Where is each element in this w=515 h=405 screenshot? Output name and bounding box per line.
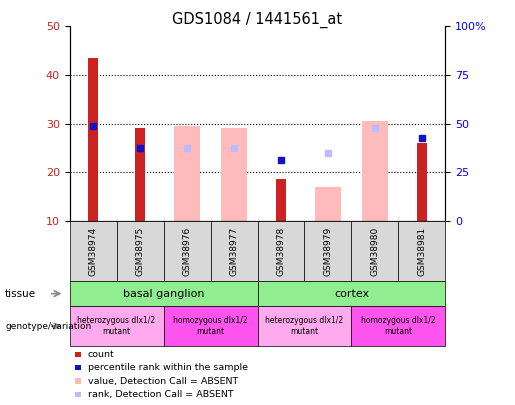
Bar (116, 221, 164, 281)
Bar (276, 179, 286, 221)
Bar (174, 126, 200, 221)
Text: homozygous dlx1/2
mutant: homozygous dlx1/2 mutant (361, 316, 436, 336)
Bar (315, 187, 341, 221)
Bar (70, 281, 258, 306)
Text: basal ganglion: basal ganglion (123, 289, 204, 298)
Text: GSM38976: GSM38976 (182, 226, 192, 276)
Text: percentile rank within the sample: percentile rank within the sample (88, 363, 248, 372)
Bar (417, 143, 427, 221)
Text: GSM38981: GSM38981 (418, 226, 426, 276)
Text: heterozygous dlx1/2
mutant: heterozygous dlx1/2 mutant (77, 316, 156, 336)
Text: value, Detection Call = ABSENT: value, Detection Call = ABSENT (88, 377, 238, 386)
Bar (70, 221, 116, 281)
Text: count: count (88, 350, 114, 359)
Bar (362, 121, 388, 221)
Text: GSM38980: GSM38980 (370, 226, 380, 276)
Bar (258, 281, 445, 306)
Text: genotype/variation: genotype/variation (5, 322, 91, 330)
Bar (70, 306, 164, 346)
Text: GDS1084 / 1441561_at: GDS1084 / 1441561_at (173, 12, 342, 28)
Bar (399, 221, 445, 281)
Text: GSM38979: GSM38979 (323, 226, 333, 276)
Bar (75, 392, 81, 397)
Bar (211, 221, 258, 281)
Text: rank, Detection Call = ABSENT: rank, Detection Call = ABSENT (88, 390, 233, 399)
Bar (352, 306, 445, 346)
Text: GSM38974: GSM38974 (89, 226, 97, 276)
Bar (352, 221, 399, 281)
Bar (75, 378, 81, 384)
Bar (304, 221, 352, 281)
Bar (258, 306, 352, 346)
Text: GSM38978: GSM38978 (277, 226, 285, 276)
Bar (164, 221, 211, 281)
Bar (258, 221, 304, 281)
Bar (75, 352, 81, 357)
Text: GSM38977: GSM38977 (230, 226, 238, 276)
Text: tissue: tissue (5, 289, 36, 298)
Text: cortex: cortex (334, 289, 369, 298)
Bar (75, 365, 81, 370)
Bar (164, 306, 258, 346)
Bar (221, 128, 247, 221)
Bar (88, 58, 98, 221)
Text: heterozygous dlx1/2
mutant: heterozygous dlx1/2 mutant (265, 316, 344, 336)
Text: homozygous dlx1/2
mutant: homozygous dlx1/2 mutant (173, 316, 248, 336)
Text: GSM38975: GSM38975 (135, 226, 145, 276)
Bar (135, 128, 145, 221)
